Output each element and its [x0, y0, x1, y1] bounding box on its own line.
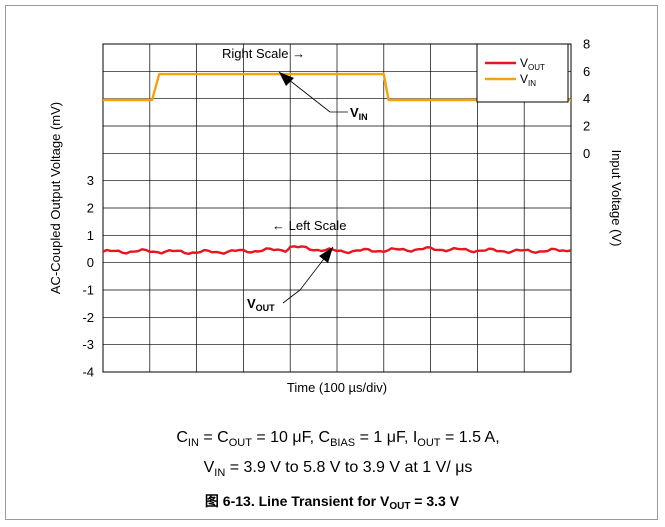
- plot-border: [102, 43, 572, 373]
- left-axis-label: AC-Coupled Output Voltage (mV): [48, 102, 63, 294]
- series-line-vout: [102, 245, 572, 256]
- right-axis-label: Input Voltage (V): [609, 150, 624, 247]
- vout-callout-leader: [282, 289, 301, 304]
- right-axis-ticks: 0 2 4 6 8: [583, 37, 590, 161]
- series-lines: [102, 72, 572, 256]
- vin-callout-label: VIN: [350, 105, 368, 122]
- vout-callout-label: VOUT: [247, 296, 275, 313]
- left-tick-label: 0: [87, 255, 94, 270]
- right-tick-label: 6: [583, 64, 590, 79]
- left-axis-ticks: -4 -3 -2 -1 0 1 2 3: [82, 173, 94, 379]
- right-tick-label: 0: [583, 146, 590, 161]
- left-tick-label: -1: [82, 283, 94, 298]
- vout-callout-arrowhead: [319, 247, 333, 263]
- vin-callout: VIN: [278, 71, 368, 122]
- x-axis-label: Time (100 µs/div): [287, 380, 387, 395]
- right-tick-label: 8: [583, 37, 590, 52]
- left-tick-label: 2: [87, 201, 94, 216]
- series-line-vin: [103, 72, 571, 102]
- vin-callout-arrowhead: [279, 72, 294, 86]
- right-scale-annotation: Right Scale →: [222, 46, 305, 61]
- right-tick-label: 2: [583, 119, 590, 134]
- legend-label-vin: VIN: [520, 72, 536, 88]
- left-tick-label: 3: [87, 173, 94, 188]
- left-tick-label: 1: [87, 228, 94, 243]
- left-tick-label: -4: [82, 365, 94, 380]
- caption-line-1: CIN = COUT = 10 μF, CBIAS = 1 μF, IOUT =…: [176, 429, 499, 449]
- left-tick-label: -2: [82, 310, 94, 325]
- figure-caption: 图 6-13. Line Transient for VOUT = 3.3 V: [205, 493, 460, 512]
- left-scale-annotation: ← Left Scale: [272, 218, 346, 233]
- vout-callout: VOUT: [247, 246, 334, 313]
- legend-label-vout: VOUT: [520, 56, 545, 72]
- caption-line-2: VIN = 3.9 V to 5.8 V to 3.9 V at 1 V/ μs: [204, 459, 473, 479]
- left-tick-label: -3: [82, 337, 94, 352]
- legend-box: [476, 43, 569, 103]
- legend: VOUT VIN: [476, 43, 569, 103]
- right-tick-label: 4: [583, 91, 590, 106]
